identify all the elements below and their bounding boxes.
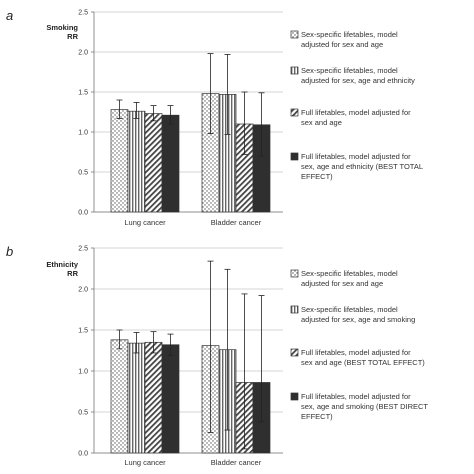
x-category-label: Bladder cancer: [211, 458, 262, 467]
legend-label: sex and age: [301, 118, 342, 127]
bar: [110, 339, 129, 454]
legend-label: Full lifetables, model adjusted for: [301, 348, 411, 357]
y-tick-label: 0.5: [78, 170, 88, 177]
legend-label: adjusted for sex and age: [301, 279, 383, 288]
y-tick-label: 1.5: [78, 90, 88, 97]
legend-label: adjusted for sex, age and ethnicity: [301, 76, 415, 85]
legend-label: Full lifetables, model adjusted for: [301, 392, 411, 401]
y-tick-label: 1.0: [78, 369, 88, 376]
bar: [161, 344, 180, 454]
legend-label: Sex-specific lifetables, model: [301, 30, 398, 39]
y-tick-label: 1.5: [78, 328, 88, 335]
bar: [127, 342, 146, 454]
legend-swatch: [290, 392, 299, 401]
legend-label: adjusted for sex and age: [301, 40, 383, 49]
legend-swatch: [290, 152, 299, 161]
bar: [144, 341, 163, 454]
legend-swatch: [290, 348, 299, 357]
panel-letter: a: [6, 8, 13, 23]
x-category-label: Lung cancer: [124, 458, 166, 467]
panel-letter: b: [6, 244, 13, 259]
legend-swatch: [290, 305, 299, 314]
legend-label: EFFECT): [301, 172, 333, 181]
legend-label: Full lifetables, model adjusted for: [301, 108, 411, 117]
x-category-label: Bladder cancer: [211, 218, 262, 227]
legend-label: adjusted for sex, age and smoking: [301, 315, 415, 324]
y-tick-label: 2.5: [78, 10, 88, 17]
y-tick-label: 2.0: [78, 287, 88, 294]
legend-swatch: [290, 108, 299, 117]
legend-label: sex, age and smoking (BEST DIRECT: [301, 402, 428, 411]
y-tick-label: 2.5: [78, 246, 88, 253]
y-axis-title: Smoking: [46, 23, 78, 32]
bar: [161, 114, 180, 213]
bar: [144, 113, 163, 213]
bar: [110, 109, 129, 213]
bar: [127, 110, 146, 213]
legend-label: sex and age (BEST TOTAL EFFECT): [301, 358, 425, 367]
y-tick-label: 0.5: [78, 410, 88, 417]
legend-swatch: [290, 30, 299, 39]
legend-label: Sex-specific lifetables, model: [301, 66, 398, 75]
legend-swatch: [290, 269, 299, 278]
y-axis-title: RR: [67, 269, 78, 278]
y-axis-title: Ethnicity: [46, 260, 78, 269]
legend-label: EFFECT): [301, 412, 333, 421]
legend-label: Sex-specific lifetables, model: [301, 269, 398, 278]
y-axis-title: RR: [67, 32, 78, 41]
y-tick-label: 2.0: [78, 50, 88, 57]
legend-label: Sex-specific lifetables, model: [301, 305, 398, 314]
y-tick-label: 1.0: [78, 130, 88, 137]
y-tick-label: 0.0: [78, 210, 88, 217]
x-category-label: Lung cancer: [124, 218, 166, 227]
legend-swatch: [290, 66, 299, 75]
legend-label: Full lifetables, model adjusted for: [301, 152, 411, 161]
legend-label: sex, age and ethnicity (BEST TOTAL: [301, 162, 423, 171]
y-tick-label: 0.0: [78, 451, 88, 458]
